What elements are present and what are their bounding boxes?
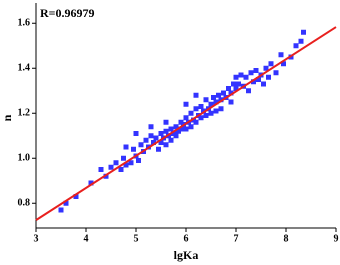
y-tick-label: 1.0 [18, 153, 31, 164]
point [211, 95, 216, 100]
y-tick-label: 1.2 [18, 108, 31, 119]
point [218, 106, 224, 112]
point [218, 97, 224, 103]
point [108, 164, 114, 170]
point [251, 79, 256, 85]
point [246, 88, 251, 94]
point [88, 180, 94, 186]
point [243, 74, 249, 80]
point [228, 99, 234, 105]
point [198, 115, 204, 121]
annotation: R=0.96979 [40, 6, 95, 20]
point [263, 65, 269, 71]
x-tick-label: 7 [234, 233, 239, 244]
y-tick-label: 1.4 [18, 63, 31, 74]
y-tick-label: 0.8 [18, 198, 31, 209]
x-tick-label: 8 [284, 233, 289, 244]
point [58, 207, 64, 213]
x-tick-label: 6 [184, 233, 189, 244]
point [121, 155, 126, 161]
x-tick-label: 3 [34, 233, 39, 244]
x-axis-label: lgKa [174, 248, 199, 262]
point [268, 61, 274, 67]
point [233, 74, 239, 80]
point [193, 92, 199, 98]
point [123, 162, 129, 168]
y-axis-label: n [0, 114, 14, 121]
point [153, 135, 159, 141]
point [231, 81, 236, 87]
point [266, 74, 271, 80]
point [136, 158, 141, 163]
point [188, 110, 194, 116]
point [63, 200, 69, 206]
point [138, 142, 144, 148]
point [198, 104, 204, 109]
point [236, 81, 241, 87]
point [301, 29, 306, 35]
point [133, 131, 139, 136]
point [163, 128, 169, 134]
point [213, 99, 219, 105]
point [233, 86, 239, 91]
point [113, 160, 119, 166]
point [156, 146, 161, 152]
point [98, 167, 104, 172]
point [238, 72, 244, 78]
point [208, 110, 214, 116]
point [216, 92, 221, 98]
point [163, 119, 169, 125]
point [193, 106, 199, 112]
y-tick-label: 1.6 [18, 18, 31, 29]
point [226, 86, 231, 91]
point [221, 90, 226, 96]
point [131, 146, 136, 152]
point [148, 133, 154, 139]
point [281, 61, 286, 67]
point [213, 108, 219, 114]
point [298, 38, 304, 44]
point [73, 194, 79, 199]
point [183, 126, 189, 132]
point [168, 126, 174, 132]
point [158, 131, 164, 136]
point [261, 81, 266, 87]
point [201, 108, 206, 114]
point [158, 140, 164, 145]
point [253, 68, 259, 73]
point [118, 167, 124, 172]
point [173, 124, 179, 130]
point [173, 133, 179, 139]
point [228, 90, 234, 96]
point [203, 113, 209, 118]
x-tick-label: 4 [84, 233, 89, 244]
point [203, 97, 209, 103]
point [278, 52, 284, 58]
point [168, 137, 174, 143]
point [148, 124, 154, 130]
point [208, 101, 214, 107]
x-tick-label: 9 [334, 233, 339, 244]
point [178, 126, 184, 132]
point [183, 101, 189, 107]
fit-line [35, 26, 337, 221]
point [273, 70, 279, 76]
point [248, 70, 254, 76]
x-tick-label: 5 [134, 233, 139, 244]
point [183, 115, 189, 121]
point [128, 160, 134, 166]
point [143, 137, 149, 143]
point [193, 119, 199, 125]
point [188, 124, 194, 130]
point [151, 140, 156, 145]
point [123, 144, 129, 150]
point [163, 142, 169, 148]
point [256, 77, 261, 82]
point [293, 43, 299, 49]
